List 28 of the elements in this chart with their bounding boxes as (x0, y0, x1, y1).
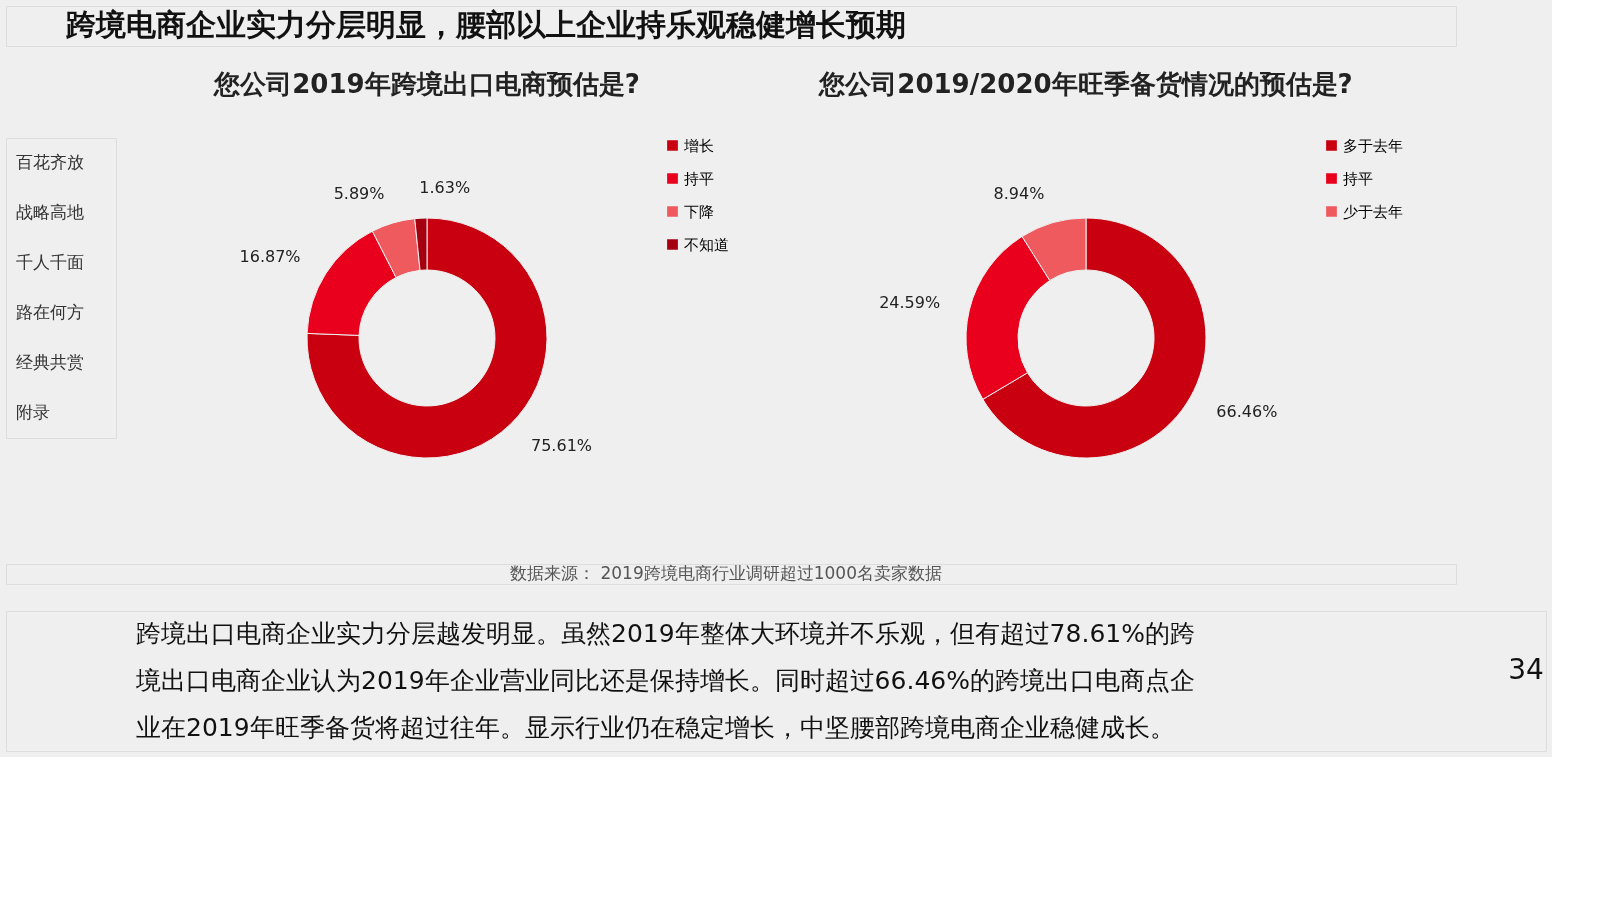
text: 千人千面 (16, 252, 84, 272)
text: 经典共赏 (16, 352, 84, 372)
text: 跨境电商企业实力分层明显，腰部以上企业持乐观稳健增长预期 (65, 7, 906, 42)
legend-label: 增长 (683, 136, 714, 155)
data-label: 75.61% (531, 436, 593, 456)
data-label: 1.63% (419, 178, 471, 198)
legend-label: 下降 (684, 202, 714, 221)
legend-label: 不知道 (684, 235, 729, 254)
text: 境出口电商企业认为2019年企业营业同比还是保持增长。同时超过66.46%的跨境出口电商点企 (135, 666, 1195, 695)
text: 附录 (16, 402, 50, 422)
chart-title: 您公司2019年跨境出口电商预估是? (213, 69, 640, 99)
legend-label: 持平 (1343, 169, 1373, 188)
data-label: 66.46% (1216, 402, 1278, 422)
text: 百花齐放 (16, 152, 84, 172)
legend-label: 持平 (684, 169, 714, 188)
text: 战略高地 (16, 202, 84, 222)
source-note: 数据来源： 2019跨境电商行业调研超过1000名卖家数据 (510, 563, 942, 583)
text: 34 (1508, 653, 1544, 686)
data-label: 24.59% (879, 292, 941, 312)
data-label: 8.94% (993, 183, 1045, 203)
data-label: 16.87% (239, 247, 301, 267)
legend-label: 多于去年 (1343, 136, 1403, 155)
text: 跨境出口电商企业实力分层越发明显。虽然2019年整体大环境并不乐观，但有超过78.61%的跨 (136, 619, 1195, 649)
chart-title: 您公司2019/2020年旺季备货情况的预估是? (818, 69, 1353, 99)
data-label: 5.89% (333, 184, 385, 204)
text: 业在2019年旺季备货将超过往年。显示行业仍在稳定增长，中坚腰部跨境电商企业稳健成长。 (136, 712, 1175, 742)
legend-label: 少于去年 (1343, 202, 1403, 221)
text: 路在何方 (16, 302, 84, 322)
